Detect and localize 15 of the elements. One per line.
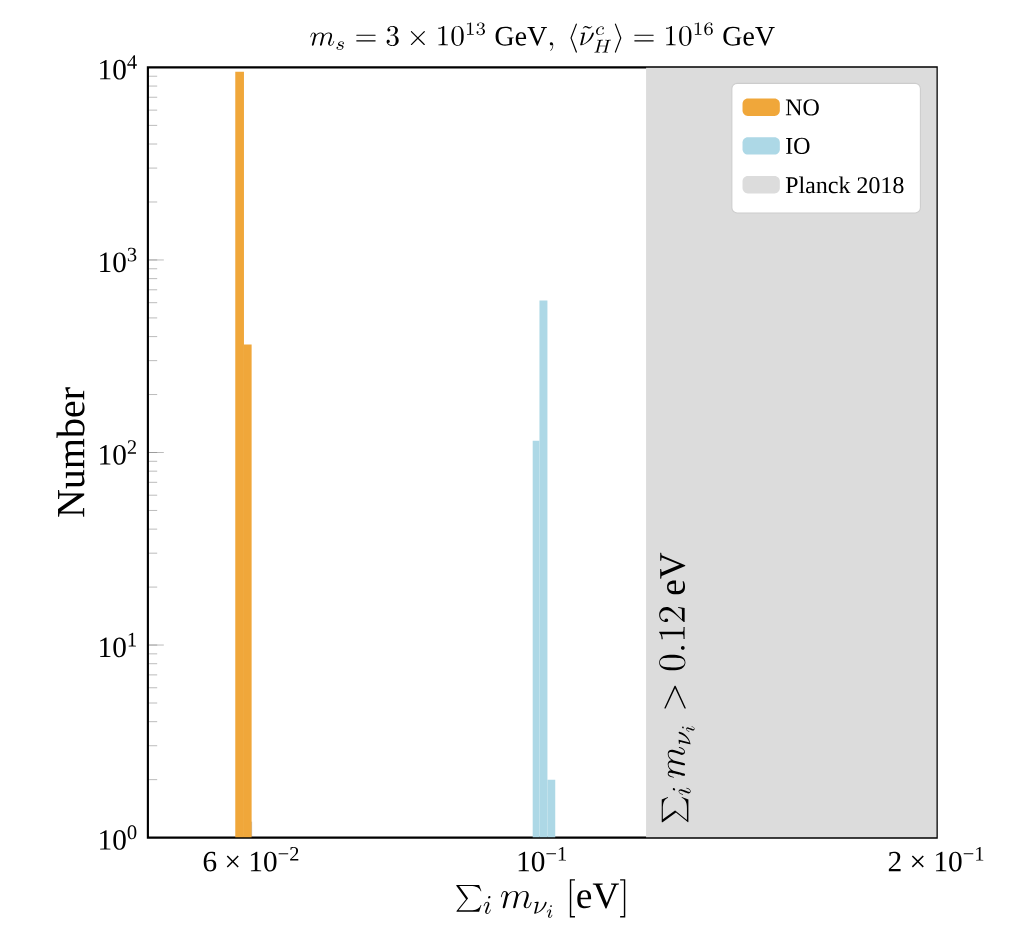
- band-label: Planck 2018: [785, 176, 904, 194]
- y-axis-title: Number: [56, 387, 85, 518]
- x-axis-title: $\sum_i m_{\nu_i}\ [\mathrm{eV}]$: [456, 879, 626, 919]
- y-tick-label: 10$^{0}$: [100, 825, 137, 851]
- annotation: $\sum_i m_{\nu_i} > 0.12\ \mathrm{eV}$: [659, 552, 695, 823]
- y-tick-label: 10$^{1}$: [100, 633, 136, 658]
- x-tick-label: 10$^{−1}$: [518, 847, 566, 872]
- y-tick-label: 10$^{4}$: [100, 55, 137, 80]
- x-tick-label: 6 × 10$^{−2}$: [203, 847, 299, 872]
- y-tick-label: 10$^{3}$: [100, 247, 137, 273]
- chart-title: $m_s = 3\times 10^{13}\ \mathrm{GeV},\ \langle\tilde{\nu}^c_{H}\rangle = 10^{16}\ \mathrm{GeV}$: [310, 22, 775, 53]
- x-tick-label: 2 × 10$^{−1}$: [888, 847, 984, 872]
- y-tick-label: 10$^{2}$: [100, 440, 136, 465]
- legend-label: NO: [785, 99, 819, 116]
- legend-label: IO: [786, 138, 810, 155]
